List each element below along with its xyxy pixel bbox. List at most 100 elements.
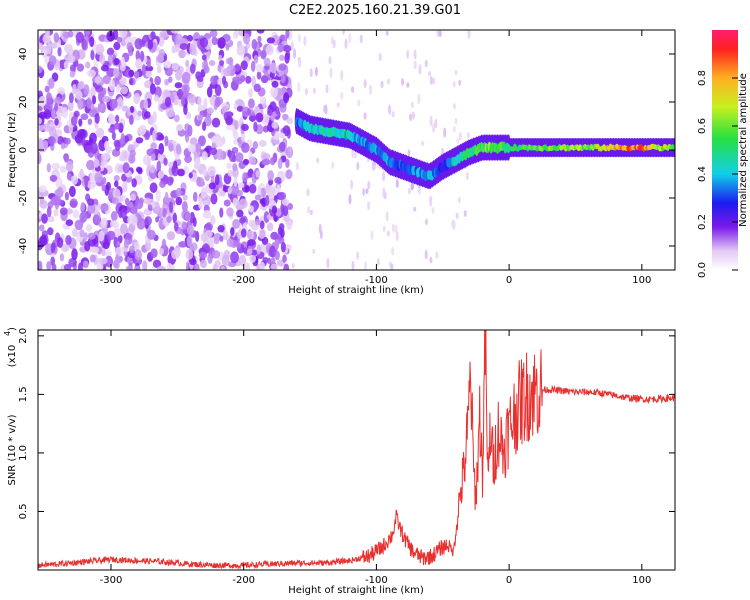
heatmap-noise-cell [278, 223, 285, 231]
heatmap-faint-cell [369, 84, 373, 96]
heatmap-noise-cell [232, 163, 238, 172]
heatmap-noise-cell [278, 63, 287, 71]
heatmap-faint-cell [336, 102, 340, 108]
heatmap-noise-cell [187, 93, 197, 104]
heatmap-noise-cell [240, 228, 247, 238]
heatmap-noise-cell [246, 108, 251, 116]
heatmap-faint-cell [356, 251, 360, 261]
heatmap-noise-cell [174, 69, 183, 81]
heatmap-noise-cell [228, 150, 236, 163]
heatmap-faint-cell [424, 59, 428, 68]
heatmap-faint-cell [291, 263, 295, 269]
heatmap-noise-cell [135, 50, 141, 61]
heatmap-faint-cell [436, 30, 440, 37]
heatmap-faint-cell [348, 193, 352, 205]
heatmap-noise-cell [253, 54, 259, 64]
heatmap-noise-cell [283, 92, 290, 104]
heatmap-noise-cell [188, 172, 193, 179]
heatmap-noise-cell [268, 186, 276, 198]
heatmap-noise-cell [185, 248, 194, 260]
heatmap-noise-cell [102, 74, 112, 85]
heatmap-noise-cell [234, 98, 244, 106]
heatmap-noise-cell [244, 185, 250, 193]
heatmap-noise-cell [173, 222, 179, 232]
heatmap-noise-cell [164, 191, 169, 204]
heatmap-noise-cell [94, 171, 103, 183]
heatmap-faint-cell [363, 79, 367, 89]
heatmap-noise-cell [134, 38, 143, 50]
heatmap-noise-cell [220, 265, 226, 270]
y-tick-label: 1.5 [18, 386, 29, 402]
heatmap-faint-cell [378, 52, 382, 62]
heatmap-noise-cell [208, 60, 216, 67]
heatmap-noise-cell [154, 75, 161, 86]
y-tick-label: 0 [18, 147, 29, 153]
heatmap-faint-cell [353, 153, 357, 159]
heatmap-faint-cell [344, 38, 348, 50]
heatmap-faint-cell [367, 180, 371, 190]
heatmap-noise-cell [83, 232, 88, 241]
heatmap-noise-cell [211, 250, 221, 259]
heatmap-noise-cell [95, 43, 105, 56]
spectrogram-y-ticks: -40 -20 0 20 40 [18, 48, 675, 254]
heatmap-noise-cell [271, 138, 280, 145]
heatmap-noise-cell [106, 230, 116, 241]
heatmap-noise-cell [218, 54, 223, 62]
heatmap-noise-cell [251, 75, 256, 88]
heatmap-noise-cell [211, 36, 218, 46]
y-tick-label: 2.0 [18, 328, 29, 344]
heatmap-noise-cell [182, 194, 188, 201]
heatmap-faint-cell [382, 187, 386, 199]
heatmap-noise-cell [57, 87, 66, 95]
heatmap-faint-cell [362, 188, 366, 196]
heatmap-noise-cell [98, 230, 105, 242]
heatmap-noise-cell [216, 148, 224, 161]
heatmap-noise-cell [57, 46, 62, 57]
heatmap-noise-cell [47, 227, 54, 236]
colorbar-tick-label: 0.8 [697, 70, 708, 86]
colorbar-tick-label: 0.2 [697, 214, 708, 230]
heatmap-noise-cell [210, 193, 218, 205]
snr-scale-close: ) [7, 327, 18, 331]
heatmap-noise-cell [155, 189, 161, 202]
heatmap-noise-cell [63, 60, 69, 70]
heatmap-noise-cell [166, 176, 174, 186]
heatmap-noise-cell [153, 94, 160, 102]
x-tick-label: -200 [232, 275, 255, 286]
heatmap-noise-cell [148, 204, 153, 211]
heatmap-noise-cell [206, 86, 213, 98]
heatmap-noise-cell [256, 30, 265, 34]
y-tick-label: -20 [18, 190, 29, 206]
heatmap-noise-cell [38, 224, 45, 232]
heatmap-noise-cell [280, 74, 286, 84]
heatmap-noise-cell [252, 141, 259, 150]
heatmap-noise-cell [77, 262, 83, 270]
heatmap-noise-cell [54, 118, 59, 126]
snr-frame [37, 329, 676, 571]
heatmap-noise-cell [219, 235, 224, 242]
heatmap-noise-cell [108, 115, 116, 125]
heatmap-noise-cell [201, 243, 211, 254]
heatmap-noise-cell [142, 260, 148, 270]
heatmap-noise-cell [81, 137, 86, 147]
heatmap-noise-cell [261, 236, 269, 245]
heatmap-noise-cell [48, 126, 57, 138]
heatmap-noise-cell [184, 155, 192, 164]
heatmap-faint-cell [316, 157, 320, 164]
heatmap-noise-cell [242, 158, 250, 166]
heatmap-noise-cell [87, 118, 93, 125]
heatmap-faint-cell [351, 260, 355, 270]
heatmap-noise-cell [68, 123, 74, 134]
heatmap-noise-cell [49, 55, 57, 66]
heatmap-noise-cell [170, 93, 175, 104]
heatmap-noise-cell [113, 174, 120, 182]
heatmap-noise-cell [171, 62, 180, 71]
colorbar-tick-label: 0.4 [697, 166, 708, 182]
heatmap-noise-cell [255, 218, 261, 225]
heatmap-noise-cell [101, 249, 106, 257]
heatmap-faint-cell [452, 103, 456, 110]
heatmap-faint-cell [458, 79, 462, 86]
heatmap-noise-cell [209, 147, 218, 156]
heatmap-noise-cell [217, 224, 225, 233]
heatmap-noise-cell [278, 132, 286, 139]
